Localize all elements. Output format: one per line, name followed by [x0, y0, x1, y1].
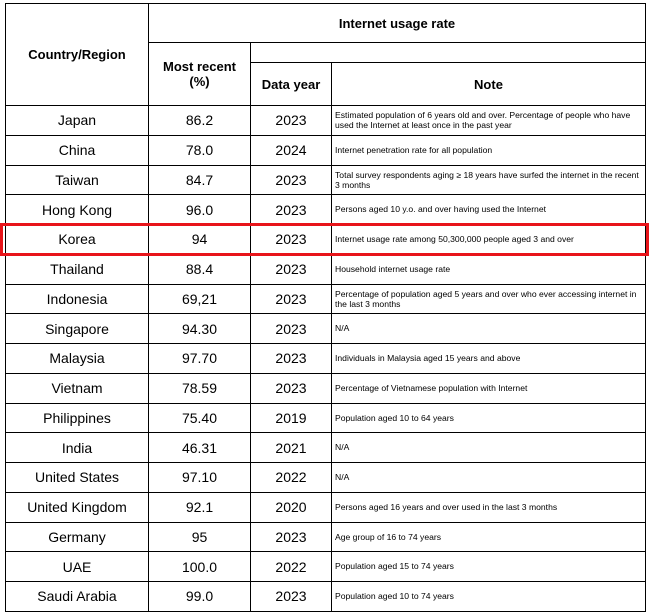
rate-cell: 69,21: [148, 283, 251, 315]
header-cell: Data year: [250, 62, 332, 106]
rate-cell: 84.7: [148, 164, 251, 196]
table-row: China 78.0 2024 Internet penetration rate f…: [5, 134, 646, 166]
note-cell: Population aged 15 to 74 years: [331, 551, 646, 582]
country-cell: Vietnam: [5, 372, 149, 404]
note-cell: Estimated population of 6 years old and …: [331, 105, 646, 136]
note-cell: N/A: [331, 432, 646, 463]
table-row: Saudi Arabia 99.0 2023 Population aged 10 t…: [5, 581, 646, 612]
table-row: Philippines 75.40 2019 Population aged 10 t…: [5, 402, 646, 434]
rate-cell: 88.4: [148, 253, 251, 285]
year-cell: 2019: [250, 402, 332, 434]
year-cell: 2023: [250, 283, 332, 315]
country-cell: UAE: [5, 551, 149, 582]
table-row: Hong Kong 96.0 2023 Persons aged 10 y.o. an…: [5, 194, 646, 225]
note-cell: Individuals in Malaysia aged 15 years an…: [331, 343, 646, 374]
country-cell: United Kingdom: [5, 491, 149, 523]
table-row: Taiwan 84.7 2023 Total survey respondents a…: [5, 164, 646, 196]
rate-cell: 95: [148, 521, 251, 553]
table-row: Germany 95 2023 Age group of 16 to 74 years: [5, 521, 646, 553]
year-cell: 2020: [250, 491, 332, 523]
note-cell: Population aged 10 to 64 years: [331, 402, 646, 434]
country-cell: Korea: [5, 224, 149, 255]
country-cell: China: [5, 134, 149, 166]
rate-cell: 100.0: [148, 551, 251, 582]
header-cell: Internet usage rate: [148, 3, 646, 43]
year-cell: 2022: [250, 551, 332, 582]
table-row: UAE 100.0 2022 Population aged 15 to 74 yea…: [5, 551, 646, 582]
note-cell: Age group of 16 to 74 years: [331, 521, 646, 553]
year-cell: 2022: [250, 462, 332, 493]
year-cell: 2023: [250, 105, 332, 136]
country-cell: Malaysia: [5, 343, 149, 374]
table-row: United States 97.10 2022 N/A: [5, 462, 646, 493]
year-cell: 2023: [250, 313, 332, 344]
rate-cell: 94.30: [148, 313, 251, 344]
table-row: Singapore 94.30 2023 N/A: [5, 313, 646, 344]
country-cell: United States: [5, 462, 149, 493]
rate-cell: 94: [148, 224, 251, 255]
year-cell: 2023: [250, 164, 332, 196]
rate-cell: 96.0: [148, 194, 251, 225]
year-cell: 2023: [250, 372, 332, 404]
table-row: Thailand 88.4 2023 Household internet usage…: [5, 253, 646, 285]
country-cell: Japan: [5, 105, 149, 136]
rate-cell: 75.40: [148, 402, 251, 434]
table-row: India 46.31 2021 N/A: [5, 432, 646, 463]
rate-cell: 97.70: [148, 343, 251, 374]
header-cell: Most recent (%): [148, 42, 251, 106]
rate-cell: 97.10: [148, 462, 251, 493]
rate-cell: 92.1: [148, 491, 251, 523]
year-cell: 2024: [250, 134, 332, 166]
table-row: Japan 86.2 2023 Estimated population of 6 y…: [5, 105, 646, 136]
country-cell: Germany: [5, 521, 149, 553]
rate-cell: 46.31: [148, 432, 251, 463]
country-cell: Taiwan: [5, 164, 149, 196]
rate-cell: 86.2: [148, 105, 251, 136]
table-row: United Kingdom 92.1 2020 Persons aged 16 ye…: [5, 491, 646, 523]
note-cell: Internet penetration rate for all popula…: [331, 134, 646, 166]
table-row: Indonesia 69,21 2023 Percentage of populati…: [5, 283, 646, 315]
rate-cell: 78.59: [148, 372, 251, 404]
note-cell: Population aged 10 to 74 years: [331, 581, 646, 612]
rate-cell: 99.0: [148, 581, 251, 612]
country-cell: India: [5, 432, 149, 463]
note-cell: Percentage of population aged 5 years an…: [331, 283, 646, 315]
country-cell: Saudi Arabia: [5, 581, 149, 612]
country-cell: Hong Kong: [5, 194, 149, 225]
header-cell: Note: [331, 62, 646, 106]
year-cell: 2021: [250, 432, 332, 463]
table-row: Korea 94 2023 Internet usage rate among 50,…: [5, 224, 646, 255]
country-cell: Philippines: [5, 402, 149, 434]
rate-cell: 78.0: [148, 134, 251, 166]
header-cell: Country/Region: [5, 3, 149, 106]
note-cell: Total survey respondents aging ≥ 18 year…: [331, 164, 646, 196]
country-cell: Singapore: [5, 313, 149, 344]
year-cell: 2023: [250, 253, 332, 285]
note-cell: Persons aged 10 y.o. and over having use…: [331, 194, 646, 225]
table-row: Malaysia 97.70 2023 Individuals in Malaysia…: [5, 343, 646, 374]
table-row: Vietnam 78.59 2023 Percentage of Vietnamese…: [5, 372, 646, 404]
year-cell: 2023: [250, 343, 332, 374]
note-cell: N/A: [331, 313, 646, 344]
year-cell: 2023: [250, 194, 332, 225]
country-cell: Thailand: [5, 253, 149, 285]
note-cell: Percentage of Vietnamese population with…: [331, 372, 646, 404]
year-cell: 2023: [250, 521, 332, 553]
note-cell: Persons aged 16 years and over used in t…: [331, 491, 646, 523]
year-cell: 2023: [250, 581, 332, 612]
header-spacer: [250, 42, 646, 63]
note-cell: Household internet usage rate: [331, 253, 646, 285]
note-cell: N/A: [331, 462, 646, 493]
country-cell: Indonesia: [5, 283, 149, 315]
note-cell: Internet usage rate among 50,300,000 peo…: [331, 224, 646, 255]
usage-table: Country/Region Internet usage rate Most …: [5, 3, 646, 612]
year-cell: 2023: [250, 224, 332, 255]
